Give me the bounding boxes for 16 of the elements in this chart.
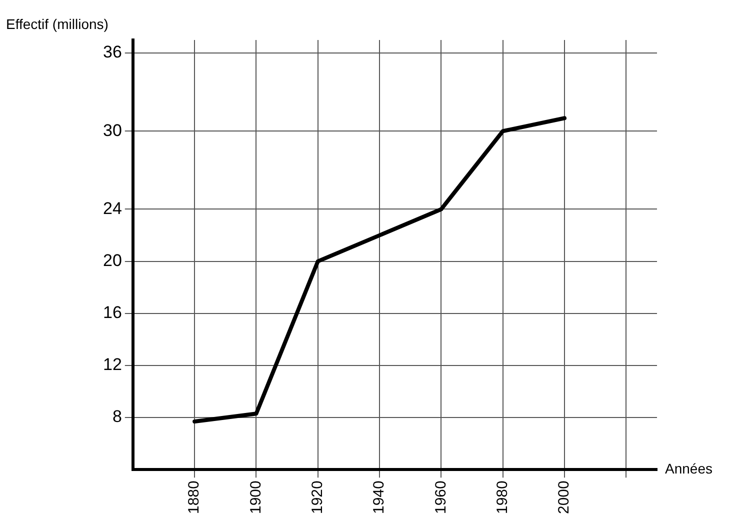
x-axis-title: Années [665, 460, 712, 476]
x-tick-label: 1940 [370, 480, 388, 514]
y-tick-label: 16 [102, 303, 122, 322]
y-tick-label: 36 [102, 42, 122, 62]
y-tick-label: 8 [112, 407, 122, 426]
x-tick-label: 1900 [247, 480, 264, 514]
y-tick-label: 20 [102, 251, 122, 270]
x-tick-label: 1960 [432, 480, 450, 514]
x-tick-label: 2000 [556, 480, 573, 514]
x-tick-label: 1880 [186, 480, 203, 514]
y-tick-label: 24 [102, 198, 122, 218]
y-tick-label: 12 [102, 355, 122, 374]
y-axis-title: Effectif (millions) [6, 16, 108, 32]
y-tick-label: 30 [102, 120, 122, 140]
x-tick-label: 1980 [494, 480, 511, 514]
x-tick-label: 1920 [309, 480, 326, 514]
